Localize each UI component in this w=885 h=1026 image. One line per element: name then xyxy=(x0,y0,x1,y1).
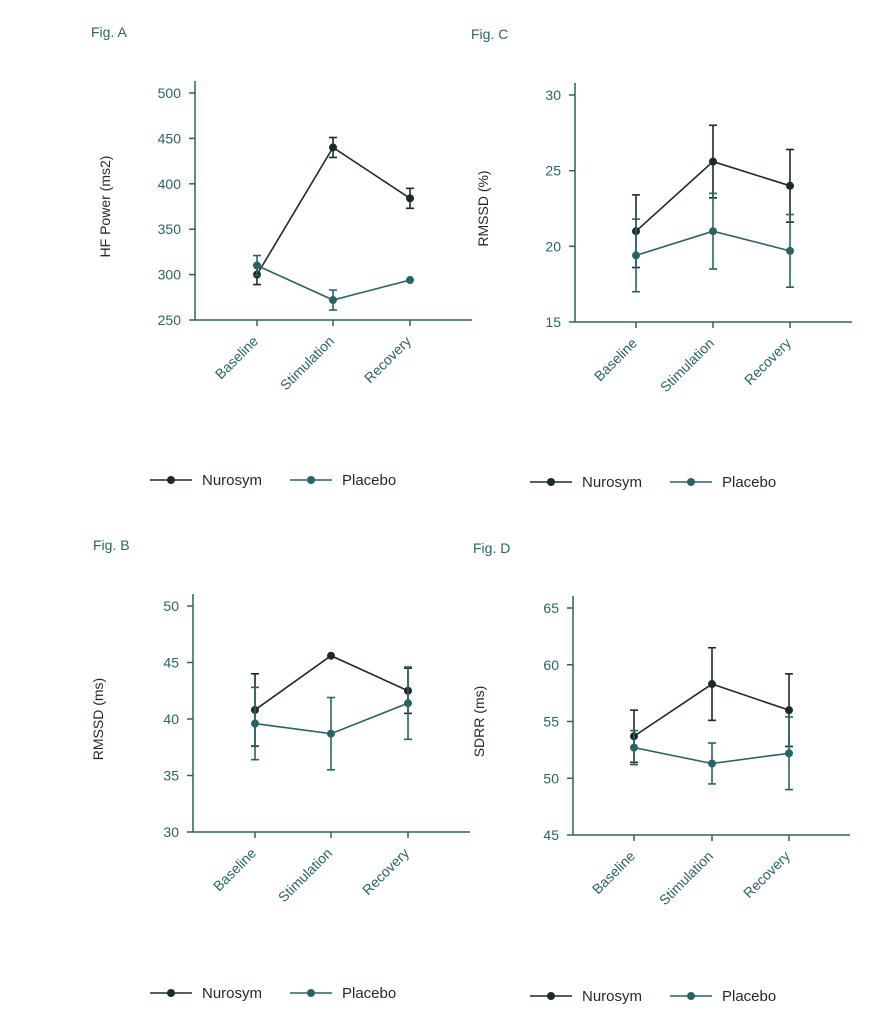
x-tick-label: Baseline xyxy=(212,333,261,382)
legend-label-placebo: Placebo xyxy=(342,472,396,489)
x-tick-label: Stimulation xyxy=(656,848,716,908)
legend-marker-placebo xyxy=(307,476,315,484)
y-tick-label: 45 xyxy=(163,655,179,671)
series-line xyxy=(256,146,411,276)
legend: Nurosym Placebo xyxy=(530,474,776,491)
legend-label-nurosym: Nurosym xyxy=(582,988,642,1005)
legend-label-placebo: Placebo xyxy=(722,988,776,1005)
legend-label-nurosym: Nurosym xyxy=(582,474,642,491)
legend-marker-placebo xyxy=(687,478,695,486)
y-tick-label: 450 xyxy=(158,130,182,146)
x-tick-label: Recovery xyxy=(740,848,793,901)
legend-marker-nurosym xyxy=(167,989,175,997)
data-point xyxy=(329,296,337,305)
y-axis-title: RMSSD (%) xyxy=(475,170,491,246)
y-tick-label: 30 xyxy=(545,87,561,103)
data-point xyxy=(708,759,716,768)
y-tick-label: 15 xyxy=(545,314,561,330)
figure-label: Fig. D xyxy=(473,540,510,556)
y-tick-label: 40 xyxy=(163,711,179,727)
x-tick-label: Recovery xyxy=(361,333,414,386)
legend-marker-nurosym xyxy=(167,476,175,484)
y-tick-label: 30 xyxy=(163,824,179,840)
data-point xyxy=(327,651,335,660)
legend-marker-nurosym xyxy=(547,992,555,1000)
y-tick-label: 25 xyxy=(545,163,561,179)
x-tick-label: Recovery xyxy=(359,845,412,898)
legend: Nurosym Placebo xyxy=(150,985,396,1002)
series-placebo xyxy=(630,716,793,791)
chart-panel-b: Fig. B 30 35 40 45 50 RMSSD (ms) Baseline Stimul… xyxy=(90,537,470,1002)
data-point xyxy=(632,251,640,260)
figure-label: Fig. B xyxy=(93,537,130,553)
legend-label-nurosym: Nurosym xyxy=(202,472,262,489)
data-point xyxy=(630,743,638,752)
y-tick-label: 50 xyxy=(543,770,559,786)
y-tick-label: 400 xyxy=(158,176,182,192)
x-tick-label: Recovery xyxy=(741,335,794,388)
figure-label: Fig. C xyxy=(471,26,508,42)
y-tick-label: 250 xyxy=(158,312,182,328)
legend-label-nurosym: Nurosym xyxy=(202,985,262,1002)
legend-label-placebo: Placebo xyxy=(342,985,396,1002)
data-point xyxy=(327,729,335,738)
data-point xyxy=(708,680,716,689)
chart-panel-d: Fig. D 45 50 55 60 65 SDRR (ms) Baseline Stimula… xyxy=(471,540,850,1005)
y-tick-label: 35 xyxy=(163,768,179,784)
y-tick-label: 65 xyxy=(543,600,559,616)
x-tick-label: Baseline xyxy=(210,845,259,894)
legend: Nurosym Placebo xyxy=(150,472,396,489)
legend-marker-placebo xyxy=(687,992,695,1000)
data-point xyxy=(786,181,794,190)
legend-label-placebo: Placebo xyxy=(722,474,776,491)
legend-marker-nurosym xyxy=(547,478,555,486)
data-point xyxy=(329,143,337,152)
data-point xyxy=(709,157,717,166)
data-point xyxy=(406,194,414,203)
data-point xyxy=(404,699,412,708)
series-placebo xyxy=(253,254,414,311)
x-tick-label: Stimulation xyxy=(657,335,717,395)
chart-panel-c: Fig. C 15 20 25 30 RMSSD (%) Baseline Stimulati… xyxy=(471,26,852,491)
y-tick-label: 50 xyxy=(163,598,179,614)
y-tick-label: 55 xyxy=(543,714,559,730)
y-tick-label: 60 xyxy=(543,657,559,673)
legend-marker-placebo xyxy=(307,989,315,997)
y-tick-label: 500 xyxy=(158,85,182,101)
series-placebo xyxy=(632,192,794,293)
x-tick-label: Baseline xyxy=(589,848,638,897)
figure-label: Fig. A xyxy=(91,24,127,40)
chart-panel-a: Fig. A 250 300 350 400 450 500 HF Power (ms2) Ba… xyxy=(91,24,472,489)
y-axis-title: RMSSD (ms) xyxy=(90,678,106,760)
data-point xyxy=(709,227,717,236)
x-tick-label: Stimulation xyxy=(275,845,335,905)
x-tick-label: Baseline xyxy=(591,335,640,384)
data-point xyxy=(785,749,793,758)
legend: Nurosym Placebo xyxy=(530,988,776,1005)
x-tick-label: Stimulation xyxy=(277,333,337,393)
data-point xyxy=(251,719,259,728)
y-tick-label: 350 xyxy=(158,221,182,237)
data-point xyxy=(785,706,793,715)
data-point xyxy=(253,261,261,270)
y-tick-label: 20 xyxy=(545,238,561,254)
series-placebo xyxy=(251,666,412,771)
y-axis-title: SDRR (ms) xyxy=(471,686,487,758)
y-axis-title: HF Power (ms2) xyxy=(97,156,113,258)
y-tick-label: 300 xyxy=(158,267,182,283)
y-tick-label: 45 xyxy=(543,827,559,843)
data-point xyxy=(406,276,414,285)
data-point xyxy=(786,246,794,255)
series-nurosym xyxy=(253,136,414,286)
